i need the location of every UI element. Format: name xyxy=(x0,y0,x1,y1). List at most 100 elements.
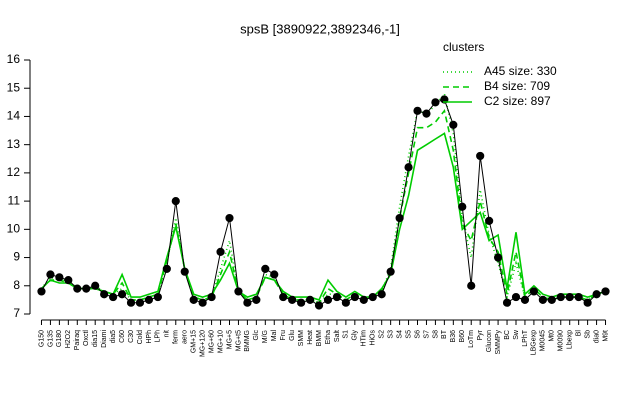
data-point xyxy=(431,98,440,107)
x-tick-label: ferm xyxy=(173,330,180,344)
x-tick-label: B36 xyxy=(450,330,457,343)
y-tick-label: 8 xyxy=(13,278,20,292)
x-tick-label: Oxctl xyxy=(83,330,90,346)
data-point xyxy=(82,284,91,293)
data-point xyxy=(556,292,565,302)
y-tick-label: 14 xyxy=(7,109,21,123)
x-tick-label: SMMPy xyxy=(495,330,502,355)
data-point xyxy=(297,298,306,307)
x-tick-label: G180 xyxy=(56,330,63,347)
data-point xyxy=(350,292,359,302)
data-point xyxy=(153,292,162,302)
x-tick-label: MG+120 xyxy=(199,330,206,357)
data-point xyxy=(467,281,476,290)
x-tick-label: LPh xyxy=(155,330,162,343)
x-tick-label: HTim xyxy=(361,330,368,347)
x-tick-label: S6 xyxy=(414,330,421,339)
x-tick-label: LoTm xyxy=(468,330,475,348)
x-tick-label: BC xyxy=(504,330,511,340)
data-point xyxy=(252,295,261,304)
y-tick-label: 9 xyxy=(13,250,20,264)
x-tick-label: Sw xyxy=(513,329,520,340)
x-tick-label: BMM xyxy=(316,330,323,347)
x-tick-label: Bl xyxy=(576,330,583,337)
data-point xyxy=(449,120,458,130)
x-tick-label: Pyr xyxy=(477,329,484,340)
data-point xyxy=(368,292,377,302)
data-point xyxy=(601,287,610,296)
x-tick-label: S7 xyxy=(423,330,430,339)
x-tick-label: BMMG xyxy=(244,330,251,352)
data-point xyxy=(234,287,243,296)
x-tick-label: HiOs xyxy=(370,330,377,346)
x-tick-label: dia15 xyxy=(92,330,99,347)
x-tick-label: Glc xyxy=(253,330,260,341)
data-point xyxy=(270,270,279,279)
x-tick-label: GM+15 xyxy=(191,330,198,353)
data-point xyxy=(485,216,494,225)
data-point xyxy=(305,295,315,304)
data-point xyxy=(162,264,171,273)
data-point xyxy=(135,298,145,307)
data-point xyxy=(207,292,216,302)
data-point xyxy=(100,290,109,299)
x-tick-label: MG+60 xyxy=(208,330,215,353)
data-point xyxy=(117,290,127,299)
data-point xyxy=(171,197,180,206)
x-tick-label: MG+5 xyxy=(226,330,233,349)
x-tick-label: Pairaq xyxy=(74,330,81,350)
data-point xyxy=(225,213,234,223)
data-point xyxy=(529,287,538,296)
x-tick-label: S5 xyxy=(405,330,412,339)
y-tick-label: 11 xyxy=(8,193,21,207)
x-tick-label: Salt xyxy=(334,330,341,342)
data-point xyxy=(109,292,118,302)
x-tick-label: Fru xyxy=(280,330,287,341)
data-point xyxy=(314,301,324,310)
data-point xyxy=(180,267,189,276)
x-tick-label: Cold xyxy=(137,330,144,345)
y-tick-label: 7 xyxy=(13,306,20,320)
data-point xyxy=(520,295,530,304)
data-point xyxy=(198,298,207,307)
y-tick-label: 10 xyxy=(7,222,21,236)
data-point xyxy=(404,163,413,172)
x-tick-label: Gly xyxy=(352,330,359,341)
legend-title: clusters xyxy=(443,40,484,54)
data-point xyxy=(565,292,574,302)
x-tick-label: SMM xyxy=(298,330,305,347)
x-tick-label: Diami xyxy=(101,330,108,348)
data-point xyxy=(332,292,342,302)
x-tick-label: S1 xyxy=(343,330,350,339)
series-line xyxy=(40,108,606,304)
data-point xyxy=(216,247,225,257)
data-point xyxy=(323,295,333,304)
x-tick-label: M9t xyxy=(602,330,609,342)
x-tick-label: LBGexp xyxy=(531,330,538,355)
data-point xyxy=(46,270,55,279)
data-point xyxy=(377,290,386,299)
data-point xyxy=(574,292,583,302)
x-tick-label: C60 xyxy=(119,330,126,343)
data-point xyxy=(502,298,512,307)
y-tick-label: 15 xyxy=(7,80,21,94)
series-line xyxy=(41,98,606,307)
x-tick-label: S3 xyxy=(387,330,394,339)
data-point xyxy=(538,295,547,304)
x-tick-label: dia5 xyxy=(110,330,117,343)
x-tick-label: B60 xyxy=(459,330,466,343)
data-point xyxy=(288,295,297,304)
data-point xyxy=(458,202,467,211)
data-point xyxy=(386,267,395,276)
data-point xyxy=(547,295,556,304)
data-point xyxy=(144,295,154,304)
legend-label: C2 size: 897 xyxy=(484,94,551,108)
data-point xyxy=(341,298,350,307)
data-point xyxy=(476,151,485,161)
x-tick-label: M0090 xyxy=(558,330,565,352)
data-point xyxy=(243,298,252,307)
x-tick-label: BT xyxy=(441,329,448,339)
data-point xyxy=(73,284,82,293)
series-line xyxy=(40,132,606,301)
